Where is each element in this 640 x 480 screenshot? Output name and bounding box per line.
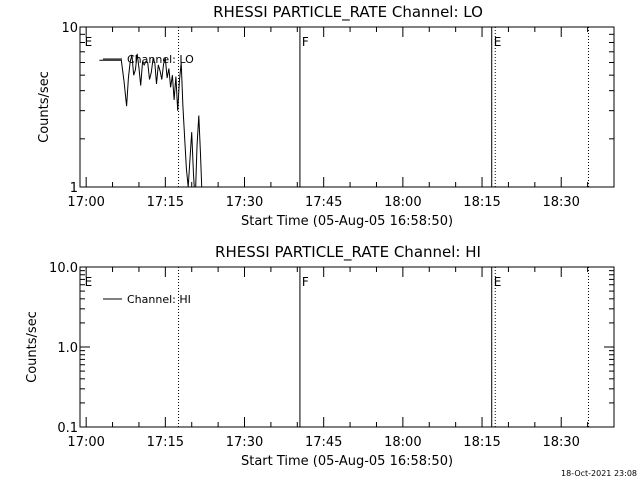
y-tick-label-hi: 10.0 xyxy=(49,261,78,276)
x-tick-label-hi: 17:45 xyxy=(305,435,342,450)
x-tick-label-hi: 17:15 xyxy=(147,435,184,450)
x-tick-label-lo: 18:15 xyxy=(463,195,500,210)
event-marker-label-lo: E xyxy=(85,35,93,49)
plot-frame-lo xyxy=(79,26,615,188)
legend-label-lo: Channel: LO xyxy=(127,53,194,66)
panel-lo: RHESSI PARTICLE_RATE Channel: LO 1 10 17:0… xyxy=(37,3,615,229)
x-tick-label-lo: 18:00 xyxy=(384,195,421,210)
x-tick-label-hi: 18:00 xyxy=(384,435,421,450)
footer-timestamp: 18-Oct-2021 23:08 xyxy=(561,469,637,478)
y-axis-label-lo: Counts/sec xyxy=(37,71,52,143)
x-tick-label-lo: 17:30 xyxy=(226,195,263,210)
y-tick-label-lo: 1 xyxy=(70,181,78,196)
x-tick-label-hi: 18:15 xyxy=(463,435,500,450)
chart-title-hi: RHESSI PARTICLE_RATE Channel: HI xyxy=(215,243,481,262)
x-tick-label-lo: 18:30 xyxy=(542,195,579,210)
x-tick-label-hi: 17:30 xyxy=(226,435,263,450)
x-tick-label-lo: 17:00 xyxy=(67,195,104,210)
x-axis-label-lo: Start Time (05-Aug-05 16:58:50) xyxy=(241,214,453,229)
chart-title-lo: RHESSI PARTICLE_RATE Channel: LO xyxy=(213,3,483,22)
x-tick-label-lo: 17:15 xyxy=(147,195,184,210)
y-tick-label-lo: 10 xyxy=(61,21,78,36)
x-axis-label-hi: Start Time (05-Aug-05 16:58:50) xyxy=(241,454,453,469)
event-marker-label-lo: F xyxy=(302,35,309,49)
y-tick-label-hi: 0.1 xyxy=(57,421,78,436)
legend-label-hi: Channel: HI xyxy=(127,293,191,306)
series-line-lo xyxy=(99,53,203,187)
y-tick-label-hi: 1.0 xyxy=(57,341,78,356)
event-marker-label-hi: F xyxy=(302,275,309,289)
x-tick-label-hi: 17:00 xyxy=(67,435,104,450)
y-axis-label-hi: Counts/sec xyxy=(25,311,40,383)
plot-frame-hi xyxy=(79,266,615,428)
event-marker-label-lo: E xyxy=(494,35,502,49)
x-tick-label-hi: 18:30 xyxy=(542,435,579,450)
panel-hi: RHESSI PARTICLE_RATE Channel: HI 0.1 1.0 1… xyxy=(25,243,615,469)
event-marker-label-hi: E xyxy=(85,275,93,289)
event-marker-label-hi: E xyxy=(494,275,502,289)
x-tick-label-lo: 17:45 xyxy=(305,195,342,210)
